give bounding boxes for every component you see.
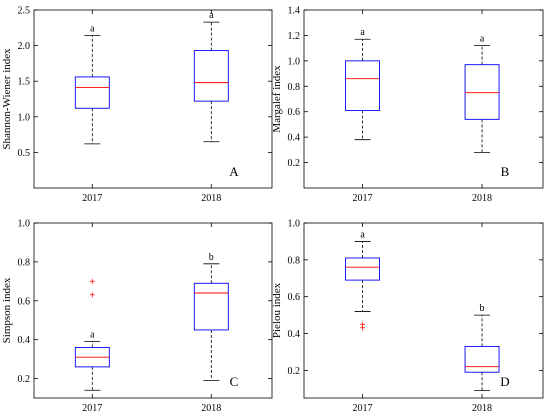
x-tick-label: 2018 <box>472 193 492 204</box>
iqr-box <box>464 64 500 120</box>
significance-letter: a <box>360 27 365 38</box>
y-tick-label: 0.4 <box>18 335 31 346</box>
significance-letter: b <box>480 303 485 314</box>
y-tick-label: 1.4 <box>288 6 301 17</box>
y-tick-label: 1.0 <box>288 56 301 67</box>
box-2018: a <box>193 10 229 143</box>
x-tick-label: 2017 <box>353 403 373 414</box>
x-tick-label: 2018 <box>472 403 492 414</box>
y-tick-label: 1.5 <box>18 77 31 88</box>
panel-letter: B <box>501 164 510 179</box>
panel-letter: C <box>230 374 239 389</box>
y-tick-label: 0.2 <box>18 374 31 385</box>
y-tick-label: 1.0 <box>18 219 31 230</box>
plot-frame-b <box>303 9 544 189</box>
y-tick-label: 0.6 <box>18 296 31 307</box>
box-2017: a <box>74 24 110 145</box>
iqr-box <box>74 76 110 109</box>
significance-letter: a <box>209 10 214 21</box>
y-axis-label: Margalef index <box>271 65 283 133</box>
x-tick-label: 2017 <box>82 403 102 414</box>
panel-letter: A <box>229 164 239 179</box>
panel-b: 0.2 0.4 0.6 0.8 1.0 1.2 1.4 2017 2018 Margalef in… <box>271 6 544 204</box>
significance-letter: a <box>90 330 95 341</box>
y-tick-label: 0.6 <box>288 292 301 303</box>
plot-frame-a <box>33 9 273 189</box>
y-tick-label: 1.2 <box>288 31 301 42</box>
y-tick-label: 0.8 <box>18 257 31 268</box>
iqr-box <box>193 50 229 102</box>
iqr-box <box>464 345 500 373</box>
outlier-marker: + <box>89 277 95 288</box>
panel-c: 0.2 0.4 0.6 0.8 1.0 2017 2018 Simpson index C + + a… <box>1 219 273 414</box>
box-2018: b <box>464 303 500 392</box>
y-tick-label: 0.6 <box>288 107 301 118</box>
x-tick-label: 2018 <box>201 403 221 414</box>
significance-letter: a <box>480 34 485 45</box>
outlier-marker: + <box>89 290 95 301</box>
y-tick-label: 1.0 <box>288 219 301 230</box>
x-tick-label: 2017 <box>353 193 373 204</box>
outlier-marker: + <box>360 324 366 335</box>
y-tick-label: 0.2 <box>288 366 301 377</box>
y-tick-label: 0.4 <box>288 329 301 340</box>
y-tick-label: 0.8 <box>288 255 301 266</box>
box-2018: b <box>193 252 229 381</box>
y-tick-label: 0.2 <box>288 158 301 169</box>
box-2018: a <box>464 34 500 153</box>
panel-d: 0.2 0.4 0.6 0.8 1.0 2017 2018 Pielou index D ++ a b <box>271 219 544 414</box>
plot-frame-c <box>33 222 273 399</box>
x-tick-label: 2018 <box>201 193 221 204</box>
panel-letter: D <box>500 374 509 389</box>
box-2017: + + a <box>74 277 110 391</box>
y-axis-label: Shannon-Wiener index <box>1 48 13 150</box>
y-tick-label: 0.4 <box>288 133 301 144</box>
x-tick-label: 2017 <box>82 193 102 204</box>
plot-frame-d <box>303 222 544 399</box>
significance-letter: a <box>90 24 95 35</box>
outlier-marker: + <box>360 320 366 331</box>
panel-a: 0.5 1.0 1.5 2.0 2.5 2017 2018 Shannon-Wiener in… <box>1 6 273 204</box>
iqr-box <box>193 282 229 331</box>
y-tick-label: 2.5 <box>18 6 31 17</box>
significance-letter: a <box>360 229 365 240</box>
iqr-box <box>345 257 381 281</box>
y-tick-label: 0.5 <box>18 148 31 159</box>
y-axis-label: Pielou index <box>271 282 283 338</box>
y-axis-label: Simpson index <box>1 277 13 343</box>
box-2017: a <box>345 27 381 141</box>
y-tick-label: 0.8 <box>288 82 301 93</box>
box-2017: ++ a <box>345 229 381 335</box>
iqr-box <box>345 60 381 111</box>
significance-letter: b <box>209 252 214 263</box>
y-tick-label: 1.0 <box>18 112 31 123</box>
y-tick-label: 2.0 <box>18 41 31 52</box>
